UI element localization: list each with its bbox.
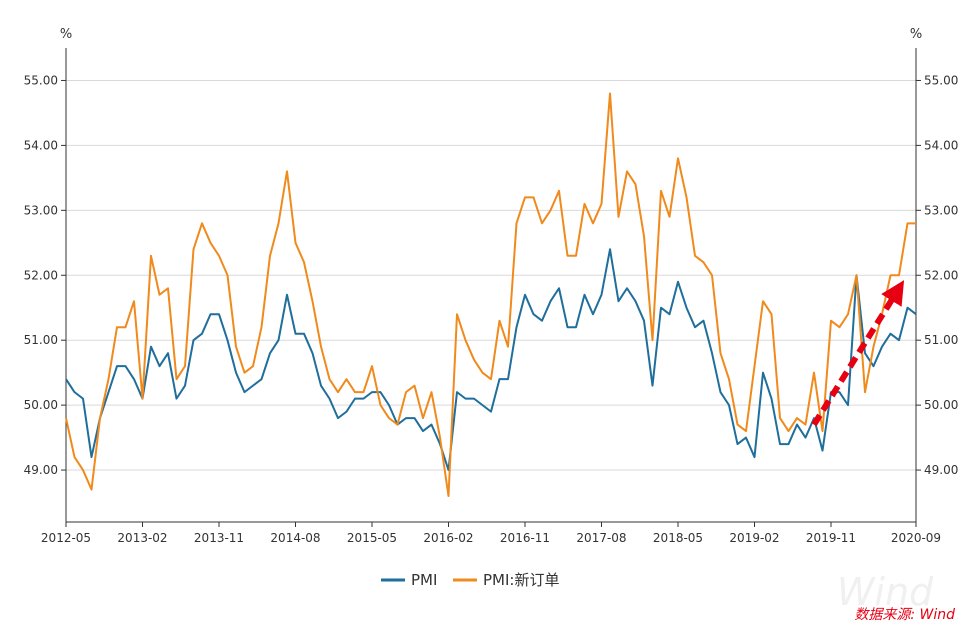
y-tick-label-right: 53.00 [924,203,958,217]
series-line-pmi-new-orders [65,92,916,498]
series-line-pmi [65,248,917,472]
x-tick-label: 2013-02 [117,531,167,545]
y-tick-label-left: 54.00 [24,138,58,152]
y-tick-label-left: 53.00 [24,203,58,217]
y-tick-label-left: 51.00 [24,333,58,347]
y-tick-label-right: 52.00 [924,268,958,282]
y-tick-label-right: 50.00 [924,398,958,412]
x-tick-label: 2013-11 [194,531,244,545]
trend-arrow-annotation [811,280,905,427]
y-tick-label-left: 50.00 [24,398,58,412]
y-tick-label-right: 51.00 [924,333,958,347]
x-tick-label: 2012-05 [41,531,91,545]
source-label: 数据来源: Wind [854,607,955,623]
y-tick-label-left: 55.00 [24,73,58,87]
y-tick-label-left: 49.00 [24,463,58,477]
y-axis-left-unit: % [60,27,72,42]
y-axis-right-unit: % [910,27,922,42]
x-tick-label: 2017-08 [576,531,626,545]
x-tick-label: 2016-02 [423,531,473,545]
y-tick-label-left: 52.00 [24,268,58,282]
y-tick-label-right: 54.00 [924,138,958,152]
y-tick-label-right: 49.00 [924,463,958,477]
legend-label-pmi-new-orders: PMI:新订单 [483,571,559,589]
x-tick-label: 2020-09 [891,531,941,545]
x-tick-label: 2018-05 [653,531,703,545]
watermark-text: Wind [837,570,934,614]
y-tick-label-right: 55.00 [924,73,958,87]
x-tick-label: 2019-11 [806,531,856,545]
x-tick-label: 2015-05 [347,531,397,545]
x-tick-label: 2016-11 [500,531,550,545]
x-tick-label: 2019-02 [729,531,779,545]
legend-label-pmi: PMI [411,571,437,589]
x-tick-label: 2014-08 [270,531,320,545]
